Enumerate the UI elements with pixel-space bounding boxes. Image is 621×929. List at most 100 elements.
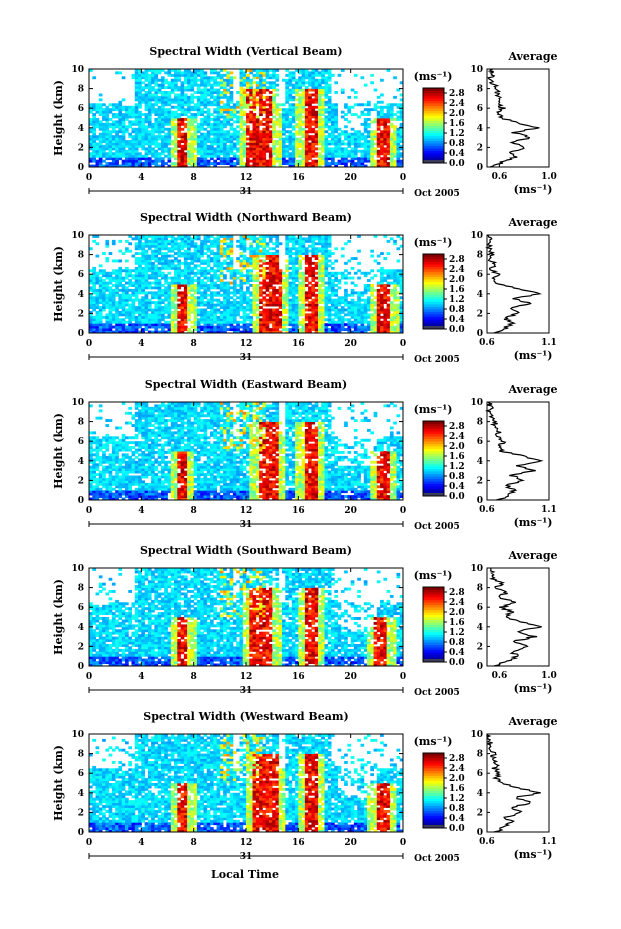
heatmap-cell [125,288,129,292]
heatmap-cell [134,284,139,287]
heatmap-cell [295,279,299,282]
heatmap-cell [95,135,100,139]
heatmap-cell [167,86,172,89]
heatmap-cell [203,140,208,143]
heatmap-cell [121,252,126,255]
heatmap-cell [301,88,306,92]
heatmap-cell [138,318,142,322]
heatmap-cell [304,254,309,258]
heatmap-cell [252,266,257,270]
heatmap-cell [295,130,299,134]
heatmap-cell [121,162,126,165]
heatmap-cell [311,110,316,114]
heatmap-cell [223,254,227,258]
heatmap-cell [331,157,335,161]
heatmap-cell [265,110,270,114]
heatmap-cell [249,144,253,148]
heatmap-cell [216,113,221,116]
heatmap-cell [170,239,175,243]
heatmap-cell [232,137,237,141]
heatmap-cell [285,266,289,270]
heatmap-cell [180,159,185,163]
heatmap-cell [370,154,374,158]
heatmap-cell [324,83,329,87]
heatmap-cell [121,306,126,309]
heatmap-cell [200,118,204,121]
heatmap-cell [311,261,316,265]
heatmap-cell [108,152,113,156]
heatmap-cell [262,279,267,282]
heatmap-cell [164,86,168,89]
heatmap-cell [344,149,348,153]
heatmap-cell [318,152,322,156]
heatmap-cell [242,281,247,285]
heatmap-cell [285,288,289,292]
heatmap-cell [147,135,152,139]
colorbar-tick-label: 0.0 [449,159,465,169]
heatmap-cell [138,261,142,265]
heatmap-cell [275,103,280,107]
heatmap-cell [259,328,263,331]
heatmap-cell [226,137,231,141]
heatmap-cell [278,120,283,124]
heatmap-cell [200,254,204,258]
heatmap-cell [331,137,335,141]
heatmap-cell [138,271,142,275]
heatmap-cell [134,242,139,246]
heatmap-cell [265,86,270,89]
heatmap-cell [308,73,312,77]
heatmap-cell [216,261,221,265]
heatmap-cell [373,149,378,153]
heatmap-cell [105,323,110,327]
heatmap-cell [125,127,129,131]
heatmap-cell [196,284,201,287]
heatmap-cell [196,291,201,295]
heatmap-cell [318,81,322,85]
heatmap-cell [196,71,201,75]
heatmap-cell [187,266,191,270]
heatmap-cell [125,271,129,275]
heatmap-cell [125,159,129,163]
heatmap-cell [314,113,319,116]
heatmap-cell [138,276,142,280]
heatmap-cell [180,318,185,322]
heatmap-cell [288,152,293,156]
heatmap-cell [282,159,286,163]
heatmap-cell [295,103,299,107]
heatmap-cell [275,320,280,324]
heatmap-cell [246,315,250,319]
heatmap-cell [301,115,306,119]
heatmap-cell [95,110,100,114]
heatmap-cell [265,118,270,121]
heatmap-cell [105,108,110,112]
heatmap-cell [229,83,234,87]
heatmap-cell [255,254,260,258]
heatmap-cell [278,286,283,290]
heatmap-cell [138,154,142,158]
heatmap-cell [174,76,178,80]
heatmap-cell [337,162,342,165]
heatmap-cell [144,257,149,260]
heatmap-cell [278,149,283,153]
heatmap-cell [318,296,322,300]
heatmap-cell [219,293,224,297]
heatmap-cell [223,252,227,255]
heatmap-cell [236,135,240,139]
heatmap-cell [219,100,224,104]
heatmap-cell [111,105,116,109]
heatmap-cell [396,110,401,114]
heatmap-cell [308,303,312,307]
heatmap-cell [229,86,234,89]
heatmap-cell [164,257,168,260]
heatmap-cell [226,308,231,312]
heatmap-cell [272,105,276,109]
heatmap-cell [105,325,110,329]
heatmap-cell [170,293,175,297]
heatmap-cell [318,118,322,121]
heatmap-cell [357,115,361,119]
heatmap-cell [161,271,165,275]
heatmap-cell [331,154,335,158]
heatmap-cell [360,113,365,116]
heatmap-cell [98,137,103,141]
heatmap-cell [190,296,195,300]
